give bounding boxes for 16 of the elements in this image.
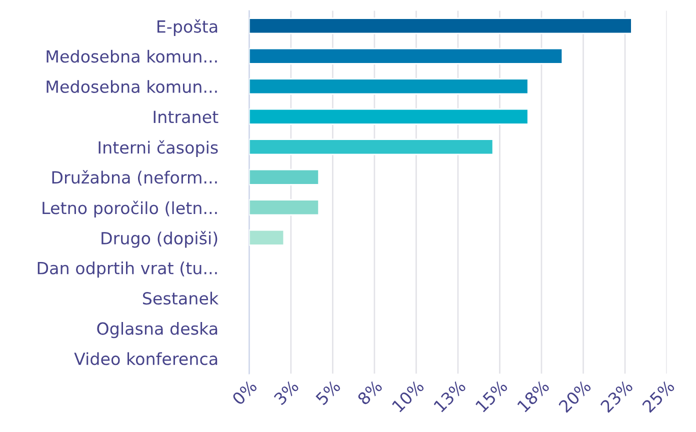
y-tick-label: Interni časopis — [98, 140, 218, 158]
y-tick-label: Drugo (dopiši) — [102, 230, 218, 248]
y-tick-label: E-pošta — [157, 19, 218, 36]
y-tick-label: Video konferenca — [74, 352, 218, 366]
x-tick-label: 3% — [273, 379, 300, 406]
y-tick-label: Medosebna komun... — [46, 80, 217, 93]
y-tick-label: Dan odprtih vrat (tu... — [38, 262, 217, 278]
y-tick-label: Letno poročilo (letn... — [42, 200, 217, 218]
y-tick-label: Oglasna deska — [97, 322, 218, 338]
x-tick-label: 5% — [315, 379, 342, 406]
y-tick-label: Intranet — [154, 110, 218, 124]
y-tick-label: Družabna (neform... — [52, 170, 217, 186]
x-tick-label: 0% — [231, 379, 258, 406]
y-tick-label: Sestanek — [142, 292, 219, 305]
x-tick-label: 8% — [356, 379, 383, 406]
y-tick-label: Medosebna komun... — [46, 50, 217, 63]
